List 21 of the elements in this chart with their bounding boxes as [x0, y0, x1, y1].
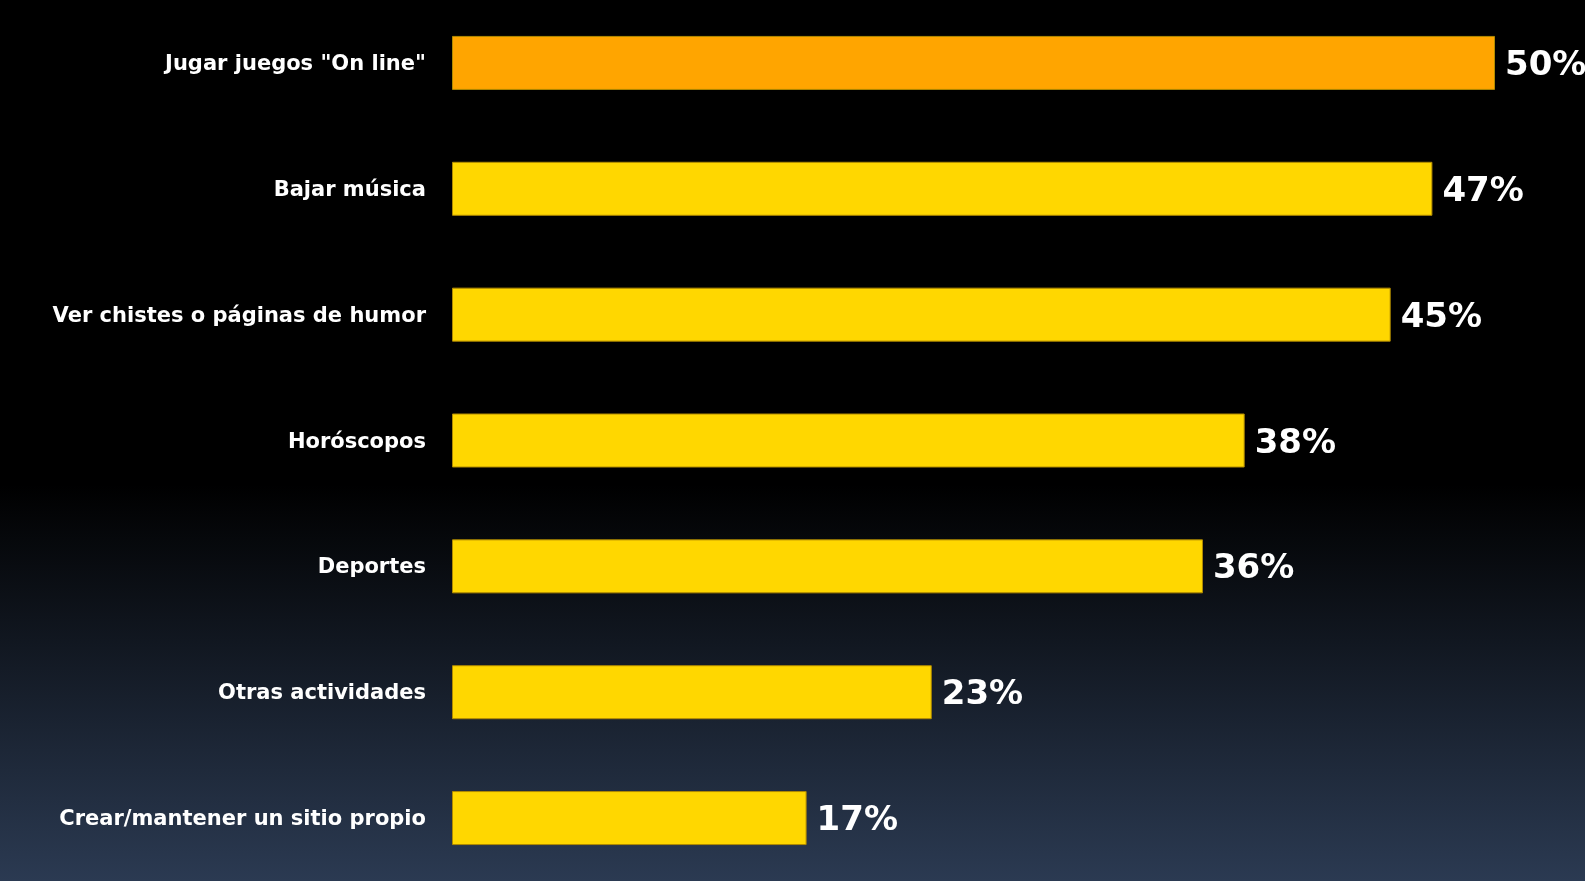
bar	[452, 287, 1391, 342]
data-label: 23%	[941, 672, 1024, 713]
y-tick-label: Bajar música	[273, 176, 426, 201]
y-tick-label: Otras actividades	[218, 680, 426, 705]
data-label: 38%	[1254, 420, 1337, 461]
y-tick-label: Jugar juegos "On line"	[163, 50, 426, 75]
bar	[452, 413, 1245, 468]
data-label: 47%	[1442, 168, 1524, 209]
data-label: 45%	[1400, 294, 1483, 335]
bar	[452, 665, 932, 720]
y-tick-label: Ver chistes o páginas de humor	[52, 302, 427, 327]
data-label: 17%	[816, 798, 899, 839]
y-tick-label: Deportes	[317, 554, 426, 579]
bar	[452, 35, 1495, 90]
data-label: 36%	[1212, 546, 1295, 587]
bar	[452, 791, 807, 846]
y-tick-label: Horóscopos	[287, 428, 426, 453]
bar	[452, 539, 1203, 594]
data-label: 50%	[1505, 42, 1585, 83]
bar	[452, 161, 1433, 216]
y-tick-label: Crear/mantener un sitio propio	[59, 806, 426, 831]
